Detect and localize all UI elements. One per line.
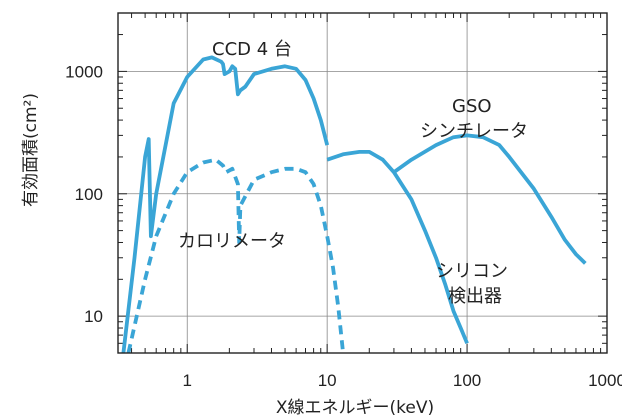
minor-ticks	[118, 12, 608, 354]
y-tick-label: 10	[84, 307, 103, 326]
grid	[118, 13, 607, 353]
series-line-2	[326, 150, 469, 345]
x-tick-label: 100	[453, 371, 481, 390]
y-tick-labels: 10 100 1000	[65, 62, 103, 326]
y-tick-label: 1000	[65, 62, 103, 81]
series-line-3	[392, 133, 587, 265]
plot-frame	[117, 12, 608, 354]
x-tick-label: 1000	[588, 371, 622, 390]
y-tick-label: 100	[75, 185, 103, 204]
annotation-scintillator: シンチレータ	[420, 121, 528, 142]
x-tick-labels: 1 10 100 1000	[183, 371, 622, 390]
annotation-calorimeter: カロリメータ	[178, 231, 286, 252]
annotation-detector: 検出器	[448, 286, 502, 307]
x-tick-label: 10	[318, 371, 337, 390]
series-line-1	[126, 157, 345, 354]
series-line-0	[121, 55, 330, 354]
x-axis-label: X線エネルギー(keV)	[276, 398, 434, 418]
y-axis-label: 有効面積(cm²)	[21, 93, 41, 207]
x-tick-label: 1	[183, 371, 192, 390]
series-group	[121, 55, 587, 354]
annotation-ccd: CCD 4 台	[212, 39, 292, 60]
annotation-gso: GSO	[452, 96, 492, 117]
annotation-silicon: シリコン	[436, 261, 508, 282]
